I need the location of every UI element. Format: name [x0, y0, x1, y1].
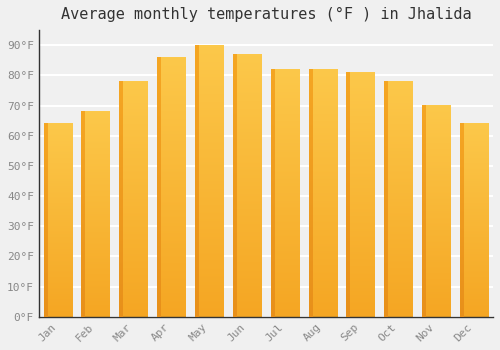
- Title: Average monthly temperatures (°F ) in Jhalida: Average monthly temperatures (°F ) in Jh…: [60, 7, 471, 22]
